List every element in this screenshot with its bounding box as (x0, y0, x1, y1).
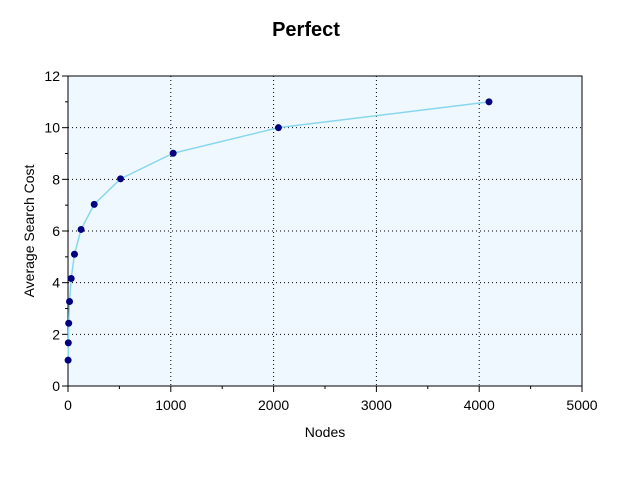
data-point (67, 275, 75, 283)
x-tick-label: 2000 (258, 397, 289, 413)
data-points (64, 98, 493, 364)
data-point (65, 319, 73, 327)
y-axis-label: Average Search Cost (21, 164, 37, 297)
data-point (77, 225, 85, 233)
y-tick-label: 10 (44, 120, 60, 136)
data-point (70, 250, 78, 258)
x-tick-label: 1000 (155, 397, 186, 413)
chart-title: Perfect (272, 19, 340, 41)
x-tick-label: 5000 (566, 397, 597, 413)
y-tick-label: 6 (52, 223, 60, 239)
y-tick-label: 12 (44, 68, 60, 84)
data-point (66, 298, 74, 306)
y-tick-label: 0 (52, 378, 60, 394)
x-tick-label: 4000 (464, 397, 495, 413)
data-point (64, 356, 72, 364)
ticks: 0 1000 2000 3000 4000 5000 0 2 4 6 8 10 12 (44, 68, 597, 413)
x-axis-label: Nodes (305, 424, 345, 440)
data-point (90, 200, 98, 208)
x-tick-label: 3000 (361, 397, 392, 413)
y-tick-label: 8 (52, 171, 60, 187)
y-tick-label: 4 (52, 275, 60, 291)
y-tick-label: 2 (52, 326, 60, 342)
x-tick-label: 0 (64, 397, 72, 413)
data-point (485, 98, 493, 106)
data-point (117, 175, 125, 183)
data-point (64, 339, 72, 347)
data-point (274, 124, 282, 132)
data-point (169, 149, 177, 157)
